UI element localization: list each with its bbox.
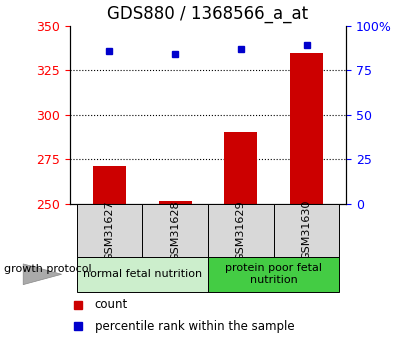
Text: GSM31629: GSM31629 bbox=[236, 200, 246, 260]
FancyBboxPatch shape bbox=[274, 204, 340, 257]
Polygon shape bbox=[23, 264, 62, 285]
Text: GSM31630: GSM31630 bbox=[302, 200, 312, 260]
FancyBboxPatch shape bbox=[76, 204, 142, 257]
Text: GSM31628: GSM31628 bbox=[170, 200, 180, 260]
Bar bbox=[224, 132, 257, 204]
FancyBboxPatch shape bbox=[76, 257, 208, 292]
Text: normal fetal nutrition: normal fetal nutrition bbox=[83, 269, 202, 279]
Bar bbox=[290, 52, 323, 204]
Bar bbox=[159, 201, 192, 204]
Text: GSM31627: GSM31627 bbox=[104, 200, 114, 260]
Text: count: count bbox=[95, 298, 128, 311]
Text: growth protocol: growth protocol bbox=[4, 264, 92, 274]
Title: GDS880 / 1368566_a_at: GDS880 / 1368566_a_at bbox=[108, 5, 308, 23]
FancyBboxPatch shape bbox=[142, 204, 208, 257]
Text: protein poor fetal
nutrition: protein poor fetal nutrition bbox=[225, 264, 322, 285]
FancyBboxPatch shape bbox=[208, 257, 340, 292]
Text: percentile rank within the sample: percentile rank within the sample bbox=[95, 320, 294, 333]
FancyBboxPatch shape bbox=[208, 204, 274, 257]
Bar bbox=[93, 166, 126, 204]
